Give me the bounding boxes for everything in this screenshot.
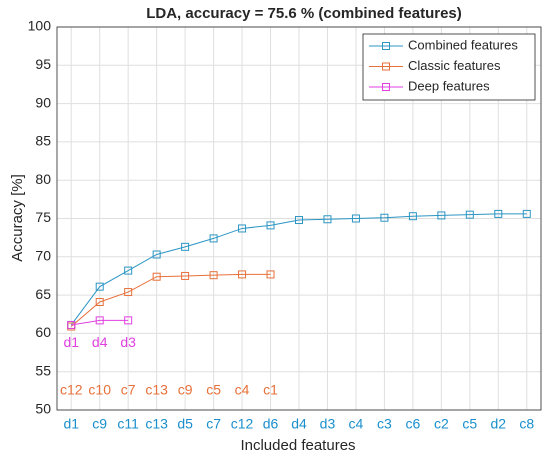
x-tick-label: c13	[145, 416, 168, 432]
marker	[295, 216, 303, 225]
legend-marker	[382, 62, 390, 71]
x-tick-label: c12	[231, 416, 254, 432]
marker	[124, 266, 133, 275]
x-tick-label: d3	[320, 416, 336, 432]
marker	[95, 316, 104, 325]
legend-marker	[382, 83, 390, 91]
y-tick-label: 75	[35, 209, 51, 225]
marker	[209, 271, 218, 280]
series-line	[70, 273, 271, 327]
marker	[351, 214, 360, 223]
y-tick-label: 55	[35, 362, 51, 378]
marker	[67, 320, 76, 329]
marker	[238, 270, 247, 279]
annotation: d4	[92, 334, 108, 350]
annotation: c9	[178, 382, 193, 398]
marker	[181, 242, 190, 251]
marker	[238, 224, 247, 233]
y-tick-label: 70	[35, 248, 51, 264]
y-tick-label: 50	[35, 401, 51, 417]
x-tick-label: d5	[177, 416, 193, 432]
y-axis-label: Accuracy [%]	[9, 174, 26, 262]
annotation: c1	[263, 382, 278, 398]
marker	[95, 282, 104, 291]
annotation: d1	[63, 334, 79, 350]
y-tick-label: 65	[35, 286, 51, 302]
y-tick-label: 80	[35, 171, 51, 187]
x-tick-label: c4	[349, 416, 364, 432]
marker	[152, 250, 161, 259]
x-tick-label: c8	[519, 416, 534, 432]
chart-title: LDA, accuracy = 75.6 % (combined feature…	[146, 5, 462, 22]
x-tick-label: c2	[434, 416, 449, 432]
marker	[124, 288, 133, 297]
marker	[437, 211, 446, 220]
marker	[380, 213, 389, 222]
marker	[494, 209, 503, 218]
plot-frame	[56, 26, 542, 411]
y-tick-label: 90	[35, 94, 51, 110]
series-line	[70, 213, 527, 326]
marker	[408, 212, 417, 221]
x-tick-label: c6	[405, 416, 420, 432]
annotation: c7	[121, 382, 136, 398]
x-tick-label: d2	[491, 416, 507, 432]
y-tick-label: 60	[35, 324, 51, 340]
series-line	[71, 319, 129, 326]
x-tick-label: c9	[92, 416, 107, 432]
y-tick-label: 95	[35, 56, 51, 72]
marker	[152, 272, 161, 281]
annotation: c10	[88, 382, 111, 398]
y-tick-label: 100	[28, 18, 52, 34]
x-tick-label: d4	[291, 416, 307, 432]
legend-label: Deep features	[408, 78, 490, 93]
x-axis-label: Included features	[240, 437, 355, 454]
x-tick-label: c3	[377, 416, 392, 432]
x-tick-label: c5	[462, 416, 477, 432]
x-tick-label: c11	[117, 416, 139, 432]
annotation: d3	[120, 334, 136, 350]
legend-marker	[382, 42, 390, 50]
marker	[124, 316, 133, 325]
x-tick-label: d6	[263, 416, 279, 432]
marker	[266, 270, 275, 279]
annotation: c13	[145, 382, 168, 398]
legend-label: Classic features	[408, 58, 501, 73]
annotation: c4	[235, 382, 250, 398]
marker	[522, 209, 531, 218]
marker	[465, 210, 474, 219]
x-tick-label: d1	[63, 416, 79, 432]
annotation: c12	[60, 382, 83, 398]
legend-label: Combined features	[408, 37, 518, 52]
marker	[323, 215, 332, 224]
marker	[266, 221, 275, 230]
marker	[181, 271, 190, 280]
annotation: c5	[206, 382, 221, 398]
y-tick-label: 85	[35, 133, 51, 149]
x-tick-label: c7	[206, 416, 221, 432]
marker	[209, 234, 218, 243]
marker	[95, 297, 104, 306]
